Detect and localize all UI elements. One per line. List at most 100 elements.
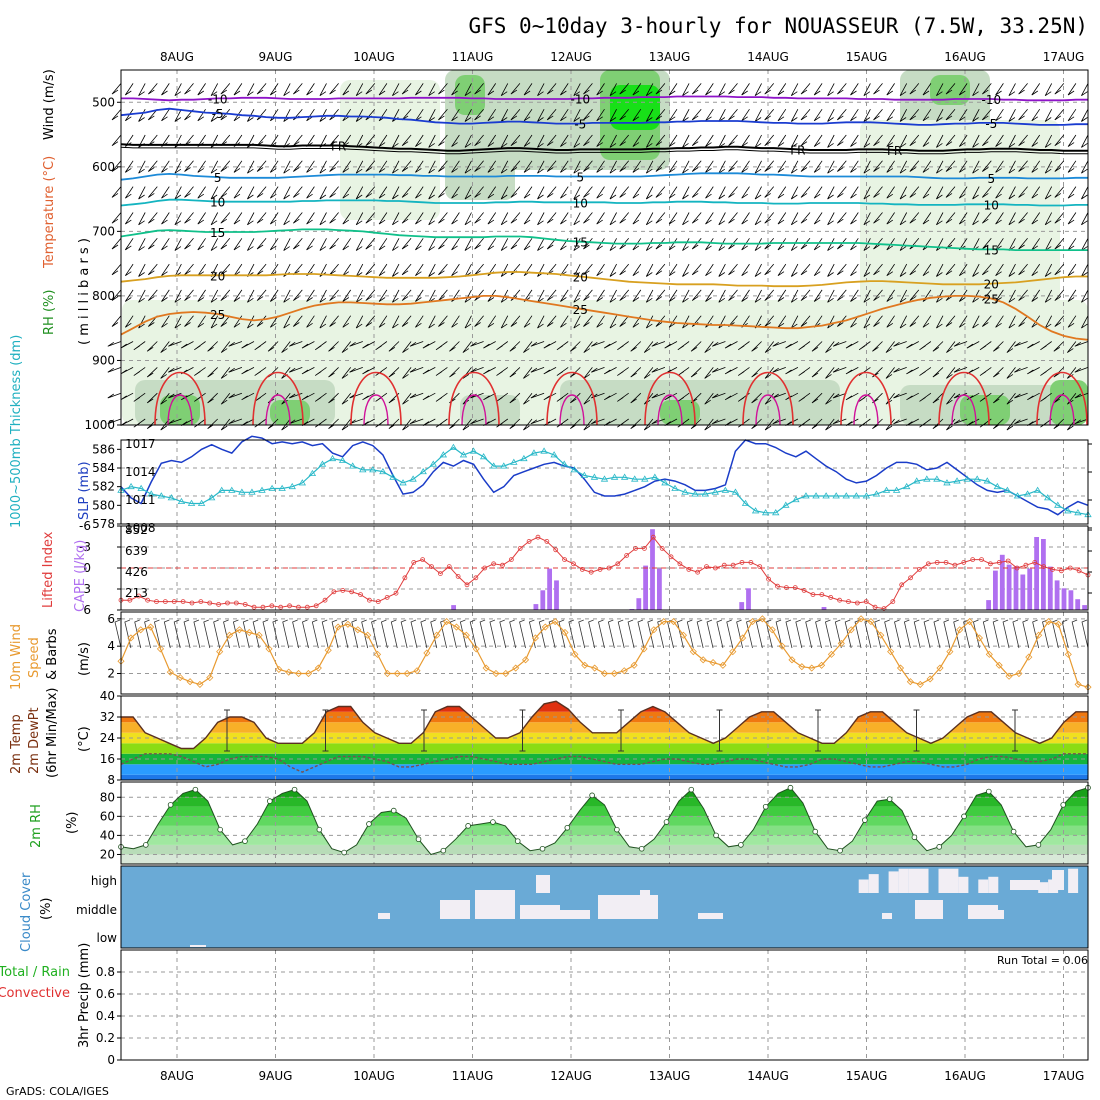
upper-wind-barb: [754, 186, 762, 200]
upper-wind-barb: [546, 108, 557, 121]
day-label-bottom-6: 14AUG: [747, 1069, 789, 1083]
upper-wind-barb: [464, 109, 472, 122]
wind-speed-marker: [137, 626, 145, 634]
wind-speed-marker: [640, 645, 648, 653]
lifted-index-marker: [473, 575, 479, 581]
upper-wind-barb: [342, 315, 352, 328]
thickness-ytick-584: 584: [92, 461, 115, 475]
isotherm-label--5-0: -5: [212, 107, 224, 121]
wind-speed-marker: [551, 618, 559, 626]
surface-wind-barb: [558, 619, 566, 649]
upper-wind-barb: [909, 83, 920, 95]
upper-wind-barb: [845, 341, 859, 349]
convective-contour-4: [546, 371, 598, 426]
cape-bar: [636, 598, 642, 610]
upper-wind-barb: [438, 263, 448, 276]
surface-wind-barb: [726, 619, 734, 649]
cloud-high-bar: [988, 876, 999, 893]
upper-wind-barb: [546, 289, 557, 301]
upper-wind-barb: [556, 367, 569, 376]
cloud-unit: (%): [39, 898, 54, 921]
upper-wind-barb: [319, 315, 327, 329]
upper-wind-barb: [609, 238, 617, 251]
upper-wind-barb: [850, 289, 859, 302]
lifted-index-marker: [500, 562, 505, 568]
upper-wind-barb: [107, 418, 122, 425]
upper-wind-barb: [292, 83, 303, 95]
cape-bar: [657, 568, 662, 610]
thickness-marker: [902, 482, 911, 490]
upper-wind-barb: [365, 263, 376, 276]
upper-wind-barb: [210, 238, 219, 251]
wind-speed-marker: [452, 623, 461, 631]
upper-wind-barb: [655, 289, 666, 301]
slp-ytick-1008: 1008: [125, 521, 156, 535]
lifted-index-marker: [429, 564, 434, 569]
lifted-index-marker: [278, 604, 284, 610]
upper-wind-barb: [1074, 418, 1089, 425]
rh-band-5: [121, 806, 1088, 817]
upper-wind-barb: [543, 341, 557, 349]
upper-wind-barb: [885, 367, 895, 379]
upper-wind-barb: [972, 263, 980, 277]
upper-wind-barb: [510, 186, 521, 198]
upper-wind-barb: [487, 315, 497, 328]
upper-wind-barb: [728, 83, 738, 95]
upper-wind-barb: [936, 109, 944, 122]
day-label-bottom-3: 11AUG: [452, 1069, 494, 1083]
surface-wind-barb: [844, 619, 852, 649]
surface-wind-barb: [884, 619, 892, 649]
upper-wind-barb: [850, 160, 859, 173]
upper-wind-barb: [754, 83, 762, 97]
surface-wind-barb: [1002, 619, 1010, 649]
upper-wind-barb: [409, 418, 424, 425]
upper-wind-barb: [827, 109, 835, 122]
upper-wind-barb: [945, 315, 956, 327]
upper-wind-barb: [1031, 83, 1041, 96]
upper-wind-barb: [415, 160, 424, 173]
upper-wind-barb: [691, 212, 702, 224]
cape-bar: [1061, 588, 1067, 610]
wind-speed-marker: [610, 669, 618, 678]
upper-wind-barb: [438, 83, 448, 95]
cloud-high-bar: [978, 879, 989, 893]
upper-wind-barb: [138, 315, 146, 329]
upper-wind-barb: [909, 160, 920, 172]
upper-wind-barb: [813, 108, 823, 122]
upper-wind-barb: [899, 83, 908, 97]
rh-band-2: [121, 835, 1088, 845]
lifted-index-marker: [730, 562, 736, 568]
rh-shading-19: [770, 390, 830, 425]
upper-wind-barb: [124, 289, 134, 302]
isotherm-label-5-2: 5: [987, 172, 995, 186]
rh-marker: [341, 849, 347, 856]
upper-wind-barb: [632, 263, 642, 277]
upper-wind-barb: [342, 212, 352, 225]
upper-wind-barb: [655, 160, 666, 172]
dewpoint-line: [120, 753, 1088, 773]
upper-wind-barb: [619, 186, 630, 198]
upper-wind-barb: [655, 315, 666, 327]
upper-wind-barb: [306, 263, 315, 277]
lifted-index-marker: [154, 599, 159, 604]
upper-wind-barb: [691, 134, 702, 147]
upper-wind-barb: [161, 212, 170, 225]
cloud-block-11: [994, 910, 1004, 919]
surface-wind-barb: [746, 619, 753, 649]
upper-wind-barb: [645, 134, 654, 148]
upper-wind-barb: [1081, 186, 1089, 200]
surface-wind-barb: [282, 619, 290, 649]
upper-wind-barb: [365, 212, 376, 224]
upper-wind-barb: [827, 212, 835, 226]
lifted-index-marker: [633, 546, 638, 551]
upper-wind-barb: [428, 134, 436, 148]
surface-wind-barb: [203, 619, 211, 649]
cape-bar: [999, 554, 1005, 610]
upper-wind-barb: [523, 418, 533, 431]
upper-wind-barb: [764, 341, 775, 353]
upper-wind-barb: [630, 418, 642, 430]
isotherm-label-20-2: 20: [984, 278, 999, 292]
upper-wind-barb: [474, 134, 484, 147]
upper-wind-barb: [813, 160, 823, 173]
wind-speed-marker: [225, 631, 234, 639]
